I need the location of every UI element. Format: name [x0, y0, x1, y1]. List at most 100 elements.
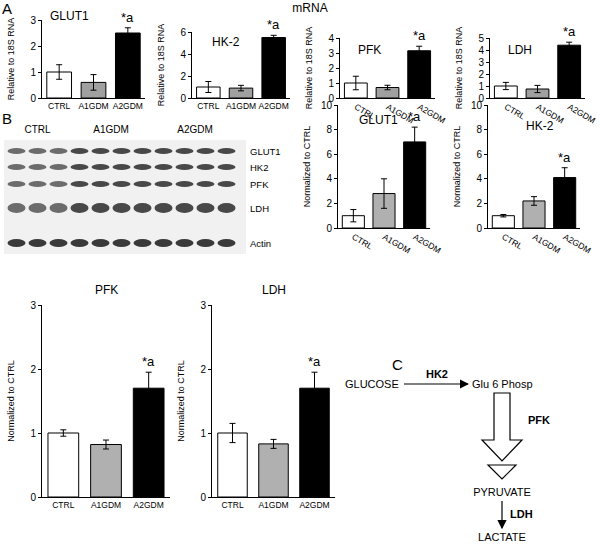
- svg-text:*a: *a: [558, 150, 571, 165]
- svg-text:LDH: LDH: [250, 203, 269, 214]
- svg-text:2: 2: [180, 71, 186, 82]
- svg-text:2: 2: [200, 364, 206, 375]
- svg-text:*a: *a: [267, 17, 280, 32]
- svg-text:Relative to 18S RNA: Relative to 18S RNA: [304, 27, 314, 110]
- svg-text:0: 0: [326, 223, 332, 234]
- svg-text:Actin: Actin: [250, 238, 271, 249]
- svg-text:1: 1: [328, 78, 334, 89]
- svg-text:C: C: [392, 356, 403, 373]
- svg-text:A2GDM: A2GDM: [299, 500, 329, 510]
- svg-text:A1GDM: A1GDM: [226, 101, 256, 111]
- svg-text:3: 3: [30, 300, 36, 311]
- svg-text:0: 0: [30, 93, 36, 104]
- svg-text:2: 2: [30, 41, 36, 52]
- svg-text:10: 10: [471, 100, 483, 111]
- svg-text:HK-2: HK-2: [212, 35, 240, 49]
- svg-text:4: 4: [326, 173, 332, 184]
- svg-text:3: 3: [200, 300, 206, 311]
- svg-text:B: B: [2, 110, 12, 127]
- svg-text:*a: *a: [563, 24, 576, 39]
- svg-text:2: 2: [326, 198, 332, 209]
- svg-text:4: 4: [476, 173, 482, 184]
- svg-text:A1GDM: A1GDM: [78, 101, 108, 111]
- svg-text:A2GDM: A2GDM: [134, 500, 164, 510]
- svg-text:GLUT1: GLUT1: [50, 9, 89, 23]
- svg-text:CTRL: CTRL: [48, 101, 70, 111]
- svg-text:A1GDM: A1GDM: [384, 102, 415, 126]
- svg-text:8: 8: [326, 124, 332, 135]
- svg-text:2: 2: [476, 198, 482, 209]
- svg-text:1: 1: [478, 81, 484, 92]
- svg-text:0: 0: [478, 93, 484, 104]
- svg-text:Normalized to CTRL: Normalized to CTRL: [452, 126, 462, 208]
- svg-text:A2GDM: A2GDM: [412, 232, 443, 256]
- svg-text:HK2: HK2: [250, 162, 268, 173]
- svg-text:0: 0: [476, 223, 482, 234]
- svg-text:HK2: HK2: [426, 368, 448, 380]
- svg-text:HK-2: HK-2: [526, 119, 554, 133]
- svg-text:0: 0: [328, 93, 334, 104]
- svg-text:Relative to 18S RNA: Relative to 18S RNA: [6, 18, 16, 101]
- svg-text:*a: *a: [308, 354, 321, 369]
- svg-text:PFK: PFK: [528, 414, 550, 426]
- svg-text:8: 8: [476, 124, 482, 135]
- svg-text:2: 2: [478, 69, 484, 80]
- svg-text:mRNA: mRNA: [292, 1, 327, 15]
- svg-text:PFK: PFK: [95, 283, 118, 297]
- svg-text:CTRL: CTRL: [350, 232, 374, 252]
- svg-text:CTRL: CTRL: [24, 124, 51, 135]
- svg-text:A1GDM: A1GDM: [93, 124, 129, 135]
- svg-text:CTRL: CTRL: [500, 232, 524, 252]
- svg-text:6: 6: [180, 27, 186, 38]
- svg-text:10: 10: [321, 100, 333, 111]
- svg-text:Normalized to CTRL: Normalized to CTRL: [302, 126, 312, 208]
- svg-text:A1GDM: A1GDM: [381, 232, 412, 256]
- svg-text:A2GDM: A2GDM: [259, 101, 289, 111]
- svg-text:4: 4: [328, 33, 334, 44]
- svg-text:A1GDM: A1GDM: [91, 500, 121, 510]
- svg-text:LACTATE: LACTATE: [478, 531, 526, 543]
- svg-text:3: 3: [478, 57, 484, 68]
- svg-text:A: A: [2, 0, 12, 17]
- svg-text:GLUT1: GLUT1: [359, 113, 398, 127]
- svg-text:GLUCOSE: GLUCOSE: [345, 378, 399, 390]
- svg-text:0: 0: [180, 93, 186, 104]
- svg-text:A2GDM: A2GDM: [416, 102, 447, 126]
- svg-text:*a: *a: [413, 28, 426, 43]
- svg-text:4: 4: [478, 45, 484, 56]
- svg-text:CTRL: CTRL: [221, 500, 243, 510]
- svg-text:5: 5: [478, 33, 484, 44]
- svg-text:A1GDM: A1GDM: [258, 500, 288, 510]
- svg-text:Relative to 18S RNA: Relative to 18S RNA: [454, 27, 464, 110]
- svg-text:CTRL: CTRL: [503, 102, 527, 122]
- svg-text:0: 0: [30, 492, 36, 503]
- svg-text:2: 2: [30, 364, 36, 375]
- svg-text:PFK: PFK: [358, 43, 381, 57]
- svg-text:A1GDM: A1GDM: [531, 232, 562, 256]
- svg-text:LDH: LDH: [262, 283, 286, 297]
- svg-text:4: 4: [180, 49, 186, 60]
- svg-text:*a: *a: [408, 109, 421, 124]
- svg-text:A2GDM: A2GDM: [177, 124, 213, 135]
- svg-text:2: 2: [328, 63, 334, 74]
- svg-text:A2GDM: A2GDM: [113, 101, 143, 111]
- svg-text:*a: *a: [121, 10, 134, 25]
- svg-text:6: 6: [476, 149, 482, 160]
- svg-text:Normalized to CTRL: Normalized to CTRL: [6, 360, 16, 442]
- svg-text:Relative to 18S RNA: Relative to 18S RNA: [156, 24, 166, 107]
- svg-text:LDH: LDH: [508, 43, 532, 57]
- svg-text:LDH: LDH: [510, 508, 533, 520]
- svg-text:A1GDM: A1GDM: [534, 102, 565, 126]
- svg-text:Glu 6 Phosp: Glu 6 Phosp: [472, 378, 533, 390]
- svg-text:CTRL: CTRL: [353, 102, 377, 122]
- svg-text:1: 1: [30, 67, 36, 78]
- svg-text:CTRL: CTRL: [197, 101, 219, 111]
- svg-text:1: 1: [200, 428, 206, 439]
- svg-text:1: 1: [30, 428, 36, 439]
- svg-text:0: 0: [200, 492, 206, 503]
- svg-text:3: 3: [328, 48, 334, 59]
- svg-text:A2GDM: A2GDM: [562, 232, 593, 256]
- svg-text:GLUT1: GLUT1: [250, 146, 281, 157]
- svg-text:A2GDM: A2GDM: [566, 102, 597, 126]
- svg-text:*a: *a: [142, 354, 155, 369]
